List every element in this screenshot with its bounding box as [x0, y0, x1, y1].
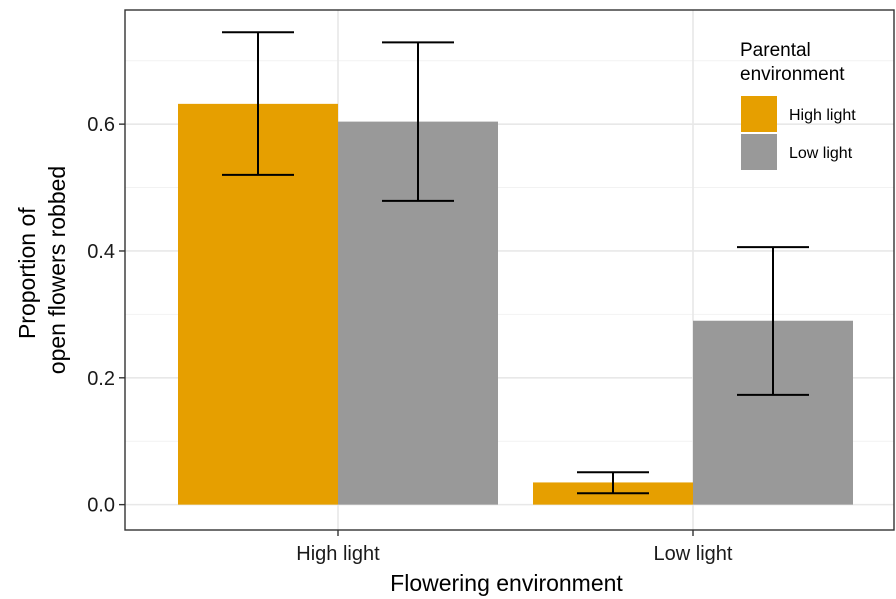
error-bar-low-light-high-light	[577, 471, 649, 495]
axis-layer: 0.0 0.2 0.4 0.6 High light Low light	[87, 114, 733, 565]
y-axis-title-line-2: open flowers robbed	[44, 166, 70, 374]
y-tick-label: 0.4	[87, 241, 115, 263]
x-tick-label-low-light: Low light	[654, 543, 733, 565]
legend-label-low-light: Low light	[789, 145, 853, 162]
error-bar-low-light-low-light	[737, 246, 809, 396]
y-axis-title: Proportion of open flowers robbed	[14, 166, 70, 374]
x-axis-title: Flowering environment	[390, 570, 623, 596]
error-bar-layer	[222, 31, 809, 495]
legend-key-low-light	[741, 134, 777, 170]
legend: Parental environment High light Low ligh…	[740, 40, 856, 170]
plot-panel-border	[124, 9, 895, 531]
legend-title-line-1: Parental	[740, 40, 811, 61]
error-bar-high-light-high-light	[222, 31, 294, 176]
y-tick-label: 0.2	[87, 368, 115, 390]
y-tick-label: 0.0	[87, 495, 115, 517]
error-bar-high-light-low-light	[382, 41, 454, 202]
x-tick-label-high-light: High light	[296, 543, 380, 565]
legend-title-line-2: environment	[740, 64, 845, 85]
y-axis-title-line-1: Proportion of	[14, 207, 40, 339]
legend-key-high-light	[741, 96, 777, 132]
legend-label-high-light: High light	[789, 107, 856, 124]
y-tick-label: 0.6	[87, 114, 115, 136]
